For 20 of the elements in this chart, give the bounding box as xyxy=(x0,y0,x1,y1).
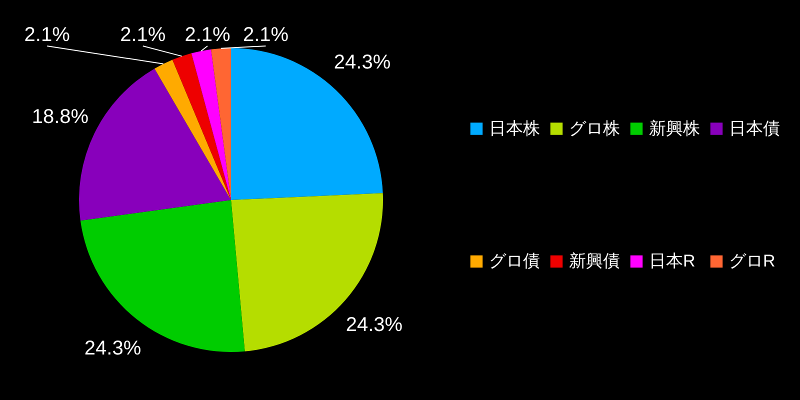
data-label: 24.3% xyxy=(84,338,142,360)
legend-label: 日本R xyxy=(649,252,696,270)
pie-slice xyxy=(191,49,231,200)
legend-label: 日本株 xyxy=(489,118,540,138)
legend-label: グロ債 xyxy=(489,252,540,270)
legend-label: グロ株 xyxy=(569,118,620,138)
pie-slice xyxy=(211,48,231,200)
legend-label: 新興債 xyxy=(569,252,620,270)
legend-label: 日本債 xyxy=(729,118,780,138)
data-label: 2.1% xyxy=(120,24,166,46)
data-label: 2.1% xyxy=(24,24,70,46)
data-label: 24.3% xyxy=(334,52,391,74)
legend-label: 新興株 xyxy=(649,118,700,138)
data-label: 2.1% xyxy=(184,24,231,46)
data-label: 2.1% xyxy=(242,24,289,46)
legend-label: グロR xyxy=(729,252,776,270)
pie-slice xyxy=(154,60,231,200)
data-label: 24.3% xyxy=(346,314,403,336)
pie-slice xyxy=(172,53,231,200)
data-label: 18.8% xyxy=(32,106,89,128)
